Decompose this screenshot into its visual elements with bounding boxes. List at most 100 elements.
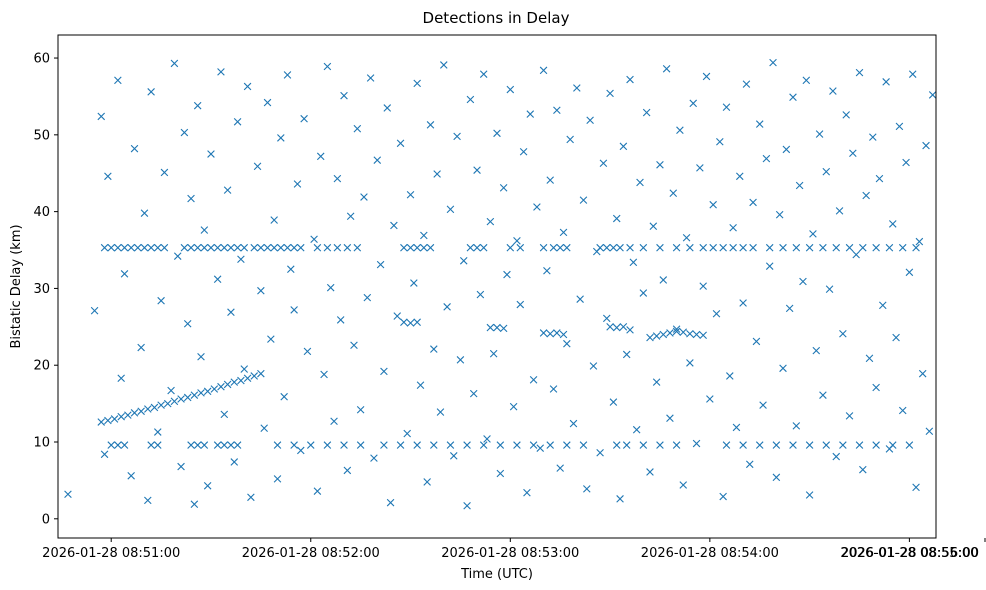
detection-point: [822, 441, 831, 449]
detection-point: [386, 498, 395, 507]
detection-point: [390, 221, 398, 230]
detection-point: [543, 266, 551, 275]
detection-point: [459, 256, 468, 265]
detection-point: [573, 84, 581, 92]
detection-point: [200, 441, 209, 449]
detection-point: [406, 190, 415, 199]
detection-point: [739, 441, 747, 449]
detection-point: [722, 103, 731, 111]
detection-point: [626, 243, 634, 252]
detection-point: [819, 391, 827, 399]
detection-point: [553, 106, 561, 115]
detection-point: [632, 425, 641, 434]
detection-point: [110, 415, 119, 423]
detection-point: [686, 359, 694, 367]
detection-point: [160, 168, 169, 177]
detection-point: [719, 492, 727, 501]
detection-point: [213, 441, 222, 449]
detection-point: [97, 112, 106, 121]
detection-point: [872, 243, 880, 252]
detection-point: [443, 303, 451, 311]
detection-point: [639, 243, 648, 252]
detection-point: [250, 372, 259, 380]
detection-point: [217, 68, 225, 76]
detection-point: [250, 243, 259, 252]
detection-point: [739, 299, 747, 307]
detection-point: [729, 243, 737, 252]
detection-point: [287, 265, 295, 274]
detection-point: [679, 328, 688, 336]
detection-point: [153, 428, 162, 436]
detection-point: [729, 223, 737, 232]
chart-title: Detections in Delay: [423, 9, 570, 27]
detection-point: [716, 137, 724, 146]
detection-point: [104, 416, 112, 425]
detection-point: [230, 458, 239, 466]
detection-point: [612, 323, 621, 332]
detection-point: [64, 490, 72, 499]
detection-point: [692, 439, 701, 448]
detection-point: [416, 381, 425, 389]
detection-point: [862, 191, 870, 200]
detection-point: [802, 76, 811, 85]
detection-point: [925, 427, 934, 436]
detection-point: [463, 441, 471, 449]
detection-point: [842, 111, 850, 119]
detection-point: [207, 243, 215, 252]
detection-point: [277, 243, 285, 252]
detection-point: [652, 378, 661, 386]
detection-point: [672, 243, 681, 252]
detection-point: [556, 464, 564, 472]
detection-point: [499, 184, 508, 192]
detection-point: [220, 410, 229, 419]
detection-point: [506, 243, 515, 252]
detection-point: [676, 126, 684, 135]
detection-point: [306, 441, 315, 449]
detection-point: [350, 341, 358, 350]
detection-point: [144, 496, 152, 505]
detection-point: [513, 237, 521, 245]
x-tick-label: 2026-01-28 08:54:00: [641, 546, 779, 561]
detection-point: [380, 441, 388, 449]
detection-point: [144, 405, 152, 413]
detection-point: [406, 319, 415, 327]
axis-ticks: 2026-01-28 08:51:00 2026-01-28 08:52:00 20…: [33, 52, 986, 561]
detection-point: [230, 378, 239, 386]
detection-point: [742, 80, 751, 88]
detection-point: [815, 130, 824, 138]
detection-point: [616, 243, 624, 252]
detection-point: [549, 243, 558, 252]
detection-point: [479, 70, 488, 78]
detection-point: [739, 243, 747, 252]
detection-point: [666, 414, 674, 422]
detection-point: [825, 285, 834, 293]
detection-point: [915, 237, 924, 246]
detection-point: [114, 441, 122, 449]
detection-point: [173, 252, 182, 260]
detection-point: [869, 133, 877, 141]
detection-point: [642, 108, 651, 117]
detection-point: [353, 243, 362, 252]
detection-point: [905, 441, 914, 449]
detection-point: [809, 230, 817, 238]
y-tick-label: 30: [33, 282, 50, 297]
detection-point: [257, 369, 265, 378]
detection-point: [493, 129, 501, 138]
detection-point: [277, 134, 285, 142]
detection-point: [366, 74, 375, 82]
detection-point: [855, 68, 864, 77]
detection-point: [153, 441, 162, 449]
detection-point: [137, 343, 145, 352]
detection-point: [130, 144, 139, 153]
detection-point: [523, 488, 531, 497]
detection-point: [852, 250, 860, 259]
detection-point: [885, 243, 894, 252]
detection-point: [583, 485, 591, 493]
detection-point: [107, 243, 116, 252]
detection-point: [170, 397, 179, 406]
y-tick-label: 50: [33, 128, 50, 143]
detection-point: [622, 441, 631, 449]
detection-point: [466, 95, 475, 104]
detection-point: [190, 391, 199, 399]
